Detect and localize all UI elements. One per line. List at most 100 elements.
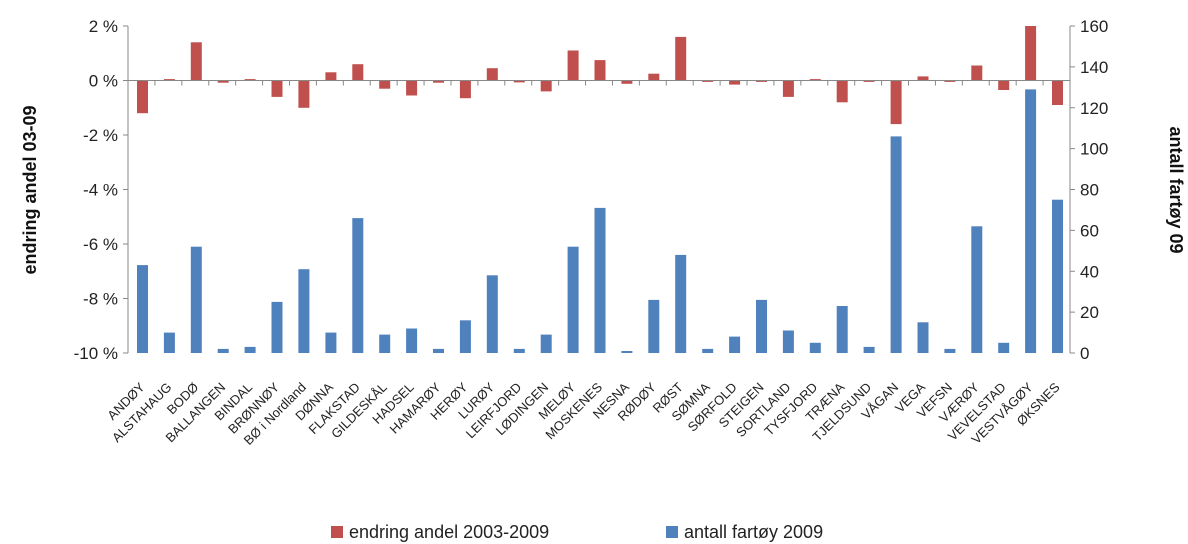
bar-antall-31: [971, 226, 983, 353]
bar-antall-2: [190, 246, 202, 353]
legend-label-antall: antall fartøy 2009: [684, 522, 823, 542]
bar-antall-16: [567, 246, 579, 353]
bar-endring-28: [890, 80, 902, 125]
bar-antall-6: [298, 269, 310, 353]
bar-endring-5: [271, 80, 283, 97]
bar-endring-23: [756, 80, 767, 82]
bar-antall-19: [648, 299, 660, 353]
left-tick-label: -6 %: [83, 235, 118, 254]
bar-endring-11: [433, 80, 444, 83]
bar-antall-18: [621, 351, 633, 353]
bar-antall-30: [944, 348, 956, 353]
right-axis-title: antall fartøy 09: [1166, 126, 1186, 253]
bar-antall-27: [863, 346, 875, 353]
bar-endring-10: [406, 80, 418, 96]
bar-antall-29: [917, 322, 929, 353]
bar-endring-17: [594, 60, 606, 81]
left-axis-title: endring andel 03-09: [20, 105, 40, 274]
right-tick-label: 120: [1080, 99, 1108, 118]
bar-antall-21: [702, 348, 714, 353]
bar-antall-24: [782, 330, 794, 353]
bar-endring-15: [540, 80, 552, 92]
bar-antall-25: [809, 342, 821, 353]
bar-endring-16: [567, 50, 579, 81]
right-tick-label: 60: [1080, 221, 1099, 240]
right-tick-label: 140: [1080, 58, 1108, 77]
bar-endring-24: [782, 80, 794, 97]
bar-endring-22: [729, 80, 741, 85]
bar-endring-21: [702, 80, 714, 82]
bar-antall-5: [271, 301, 283, 353]
bar-endring-2: [190, 42, 202, 81]
bar-antall-7: [325, 332, 337, 353]
bar-antall-20: [675, 254, 687, 353]
bar-antall-32: [998, 342, 1010, 353]
bar-endring-20: [675, 36, 687, 81]
bar-antall-15: [540, 334, 552, 353]
bar-antall-0: [137, 265, 148, 353]
bar-antall-9: [379, 334, 391, 353]
legend-swatch-antall: [666, 526, 678, 538]
bar-endring-0: [137, 80, 148, 114]
left-tick-label: -10 %: [74, 344, 118, 363]
right-tick-label: 0: [1080, 344, 1089, 363]
right-tick-label: 160: [1080, 17, 1108, 36]
left-axis-ticks: 2 % 0 % -2 % -4 % -6 % -8 % -10 %: [74, 17, 128, 363]
right-tick-label: 100: [1080, 140, 1108, 159]
bar-endring-18: [621, 80, 633, 84]
bar-antall-23: [756, 299, 767, 353]
bar-antall-34: [1052, 199, 1063, 353]
bar-endring-4: [244, 79, 256, 81]
bar-antall-8: [352, 218, 364, 353]
series-antall-fartoy-bars: [137, 89, 1063, 354]
bar-antall-1: [163, 332, 175, 353]
bar-endring-34: [1052, 80, 1063, 105]
legend-swatch-endring: [331, 526, 343, 538]
right-tick-label: 80: [1080, 181, 1099, 200]
left-tick-label: 0 %: [89, 72, 118, 91]
bar-antall-11: [433, 348, 444, 353]
bar-antall-13: [486, 275, 498, 353]
bar-antall-10: [406, 328, 418, 353]
category-labels: ANDØYALSTAHAUGBODØBALLANGENBINDALBRØNNØY…: [104, 379, 1063, 448]
bar-antall-4: [244, 346, 256, 353]
right-tick-label: 20: [1080, 303, 1099, 322]
bar-endring-32: [998, 80, 1010, 90]
bar-endring-6: [298, 80, 310, 108]
left-tick-label: -8 %: [83, 290, 118, 309]
bar-antall-12: [459, 320, 471, 353]
right-tick-label: 40: [1080, 262, 1099, 281]
bar-endring-1: [163, 79, 175, 81]
bar-endring-9: [379, 80, 391, 89]
legend-label-endring: endring andel 2003-2009: [349, 522, 549, 542]
bar-endring-30: [944, 80, 956, 82]
bar-antall-17: [594, 207, 606, 353]
bar-antall-26: [836, 306, 848, 353]
bar-endring-25: [809, 79, 821, 81]
bar-endring-27: [863, 80, 875, 82]
bar-endring-31: [971, 65, 983, 81]
bar-antall-33: [1025, 89, 1037, 354]
bar-endring-7: [325, 72, 337, 81]
right-axis-ticks: 160 140 120 100 80 60 40 20 0: [1070, 17, 1108, 363]
bar-endring-8: [352, 64, 364, 81]
bar-endring-19: [648, 73, 660, 81]
left-tick-label: -2 %: [83, 126, 118, 145]
bar-endring-14: [513, 80, 525, 83]
bar-antall-22: [729, 336, 741, 353]
bar-endring-33: [1025, 26, 1037, 81]
bar-antall-28: [890, 136, 902, 353]
left-tick-label: 2 %: [89, 17, 118, 36]
bar-endring-3: [217, 80, 229, 83]
bar-endring-13: [486, 68, 498, 81]
left-tick-label: -4 %: [83, 181, 118, 200]
bar-endring-12: [459, 80, 471, 99]
bar-endring-26: [836, 80, 848, 103]
bar-antall-3: [217, 348, 229, 353]
bar-endring-29: [917, 76, 929, 81]
legend: endring andel 2003-2009 antall fartøy 20…: [331, 522, 823, 542]
bar-antall-14: [513, 348, 525, 353]
series-endring-andel-bars: [137, 26, 1063, 125]
